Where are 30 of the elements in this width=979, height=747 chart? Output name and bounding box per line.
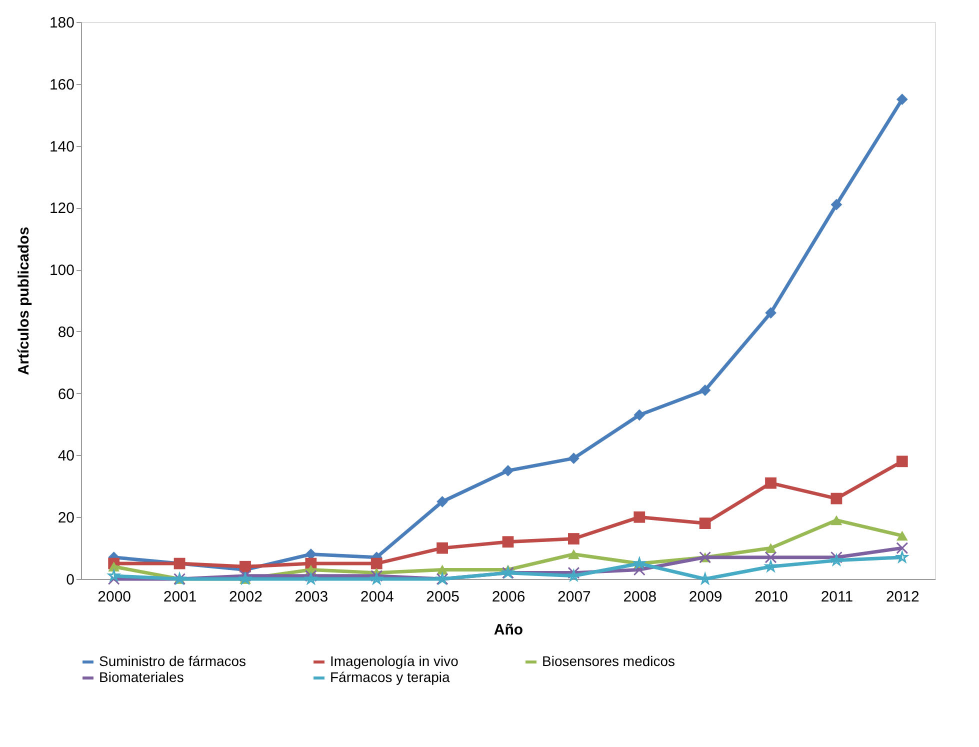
y-tick-label: 120 [49, 200, 74, 218]
y-tick-label: 140 [49, 138, 74, 156]
legend-label: Fármacos y terapia [330, 669, 450, 685]
legend-label: Imagenología in vivo [330, 653, 459, 669]
legend-label: Biosensores medicos [542, 653, 676, 669]
y-tick-label: 0 [66, 572, 74, 588]
x-tick-label: 2002 [229, 588, 262, 606]
x-tick-label: 2008 [623, 588, 657, 606]
x-tick-label: 2000 [98, 588, 132, 606]
y-tick-label: 60 [58, 386, 74, 403]
x-tick-label: 2003 [294, 588, 328, 606]
x-tick-label: 2005 [426, 588, 460, 606]
y-tick-label: 160 [49, 76, 74, 94]
x-axis-title: Año [494, 622, 524, 638]
x-tick-label: 2010 [754, 588, 788, 606]
x-tick-label: 2007 [558, 588, 591, 606]
x-tick-label: 2004 [360, 588, 394, 606]
x-tick-label: 2001 [163, 588, 197, 606]
y-tick-label: 100 [49, 262, 74, 280]
x-tick-label: 2011 [820, 588, 854, 606]
y-tick-label: 40 [58, 448, 74, 465]
y-axis-title: Artículos publicados [15, 226, 32, 376]
legend-label: Suministro de fármacos [99, 653, 246, 669]
x-tick-label: 2009 [688, 588, 722, 606]
x-tick-label: 2006 [492, 588, 526, 606]
y-tick-label: 20 [58, 510, 74, 527]
y-tick-label: 80 [58, 324, 74, 341]
x-tick-label: 2012 [886, 588, 920, 606]
legend-label: Biomateriales [99, 669, 184, 685]
y-tick-label: 180 [49, 14, 74, 32]
